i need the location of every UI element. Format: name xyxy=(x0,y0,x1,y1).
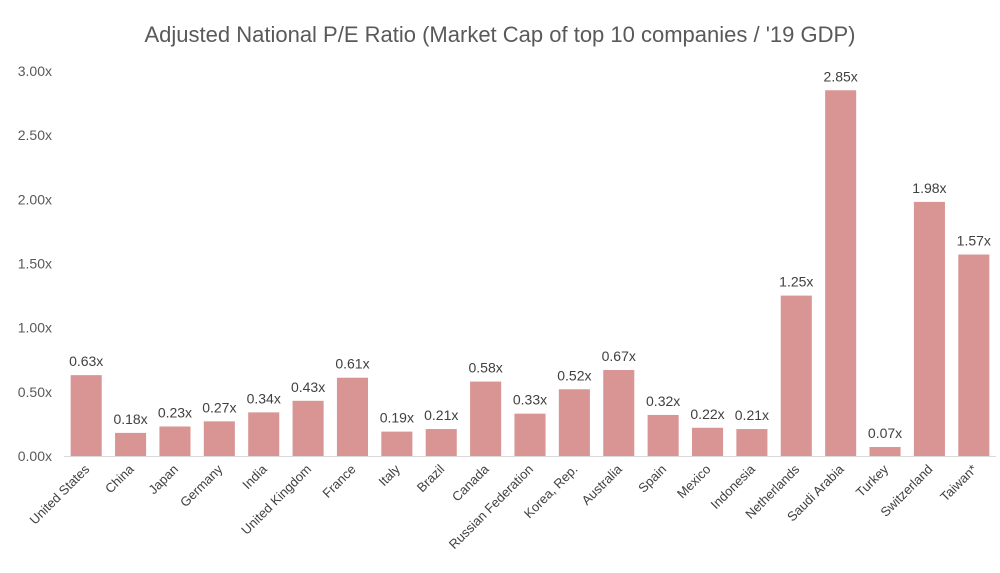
x-tick-label: Canada xyxy=(449,461,492,504)
data-label: 0.32x xyxy=(646,393,680,409)
data-label: 1.98x xyxy=(912,180,946,196)
bar xyxy=(958,254,990,456)
bar xyxy=(691,427,724,456)
y-tick-label: 3.00x xyxy=(18,63,52,79)
data-label: 0.63x xyxy=(69,353,103,369)
bar xyxy=(248,412,280,456)
x-tick-label: Russian Federation xyxy=(446,462,536,552)
bar xyxy=(558,389,590,456)
data-label: 0.21x xyxy=(424,407,458,423)
bar xyxy=(514,413,546,456)
data-label: 0.27x xyxy=(202,399,236,415)
data-label: 0.19x xyxy=(380,410,414,426)
x-tick-label: Germany xyxy=(177,461,226,510)
data-label: 1.25x xyxy=(779,274,813,290)
data-label: 0.18x xyxy=(113,411,147,427)
bar xyxy=(913,201,945,456)
data-label: 0.52x xyxy=(557,367,591,383)
x-tick-label: United States xyxy=(27,461,93,527)
x-tick-label: Turkey xyxy=(853,461,892,500)
data-label: 0.67x xyxy=(602,348,636,364)
data-label: 0.23x xyxy=(158,404,192,420)
y-tick-label: 2.00x xyxy=(18,191,52,207)
y-tick-label: 0.50x xyxy=(18,384,52,400)
bar xyxy=(470,381,502,456)
y-tick-label: 2.50x xyxy=(18,127,52,143)
bar xyxy=(647,414,679,456)
bar xyxy=(115,432,147,456)
x-tick-label: Taiwan* xyxy=(937,462,980,505)
data-label: 0.34x xyxy=(247,390,281,406)
bar xyxy=(869,447,901,456)
bar xyxy=(603,370,635,456)
x-tick-label: China xyxy=(102,461,137,496)
y-tick-label: 1.50x xyxy=(18,256,52,272)
data-label: 0.58x xyxy=(468,360,502,376)
bar xyxy=(336,377,369,456)
x-tick-label: France xyxy=(319,462,358,501)
data-label: 0.61x xyxy=(335,356,369,372)
chart-title: Adjusted National P/E Ratio (Market Cap … xyxy=(144,22,856,47)
bar xyxy=(70,375,102,456)
bar xyxy=(292,400,324,456)
bar xyxy=(425,429,457,456)
x-tick-label: Japan xyxy=(145,462,181,498)
data-label: 0.43x xyxy=(291,379,325,395)
x-tick-label: Brazil xyxy=(414,461,448,495)
data-label: 0.22x xyxy=(690,406,724,422)
data-label: 0.33x xyxy=(513,392,547,408)
data-label: 1.57x xyxy=(957,233,991,249)
x-tick-label: Italy xyxy=(376,461,404,489)
bar xyxy=(159,426,191,456)
data-label: 2.85x xyxy=(824,68,858,84)
data-label: 0.21x xyxy=(735,407,769,423)
y-tick-label: 1.00x xyxy=(18,320,52,336)
bar xyxy=(203,421,235,456)
x-tick-label: India xyxy=(239,461,270,492)
data-label: 0.07x xyxy=(868,425,902,441)
bar xyxy=(825,90,857,456)
bar xyxy=(736,429,768,456)
x-tick-label: Spain xyxy=(635,462,669,496)
bar xyxy=(381,431,413,456)
x-tick-label: Mexico xyxy=(674,462,714,502)
y-tick-label: 0.00x xyxy=(18,448,52,464)
bar xyxy=(780,295,812,456)
x-tick-label: Australia xyxy=(579,461,626,508)
